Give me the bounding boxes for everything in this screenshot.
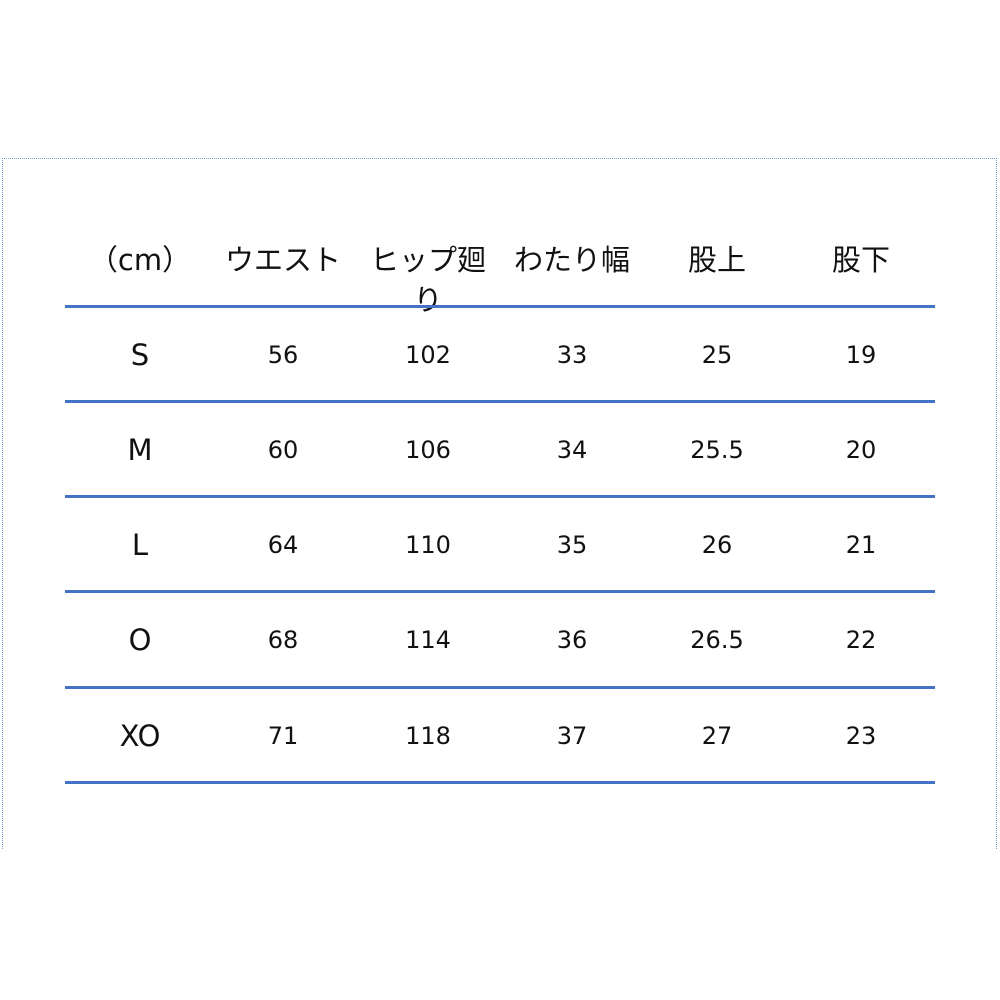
table-cell: 106 <box>405 436 451 464</box>
table-cell: 25.5 <box>690 436 744 464</box>
table-cell: 118 <box>405 722 451 750</box>
row-divider <box>65 781 935 784</box>
column-header: 股下 <box>831 243 890 277</box>
table-cell: 36 <box>556 626 588 654</box>
table-cell: 25 <box>701 341 733 369</box>
table-cell: 26 <box>701 531 733 559</box>
table-cell: 19 <box>845 341 877 369</box>
column-header: ヒップ廻り <box>369 243 486 317</box>
table-cell: 26.5 <box>690 626 744 654</box>
table-cell: 35 <box>556 531 588 559</box>
column-header: ウエスト <box>224 243 341 277</box>
table-cell: 64 <box>267 531 299 559</box>
table-cell: 60 <box>267 436 299 464</box>
row-divider <box>65 495 935 498</box>
table-cell: 21 <box>845 531 877 559</box>
row-divider <box>65 686 935 689</box>
table-frame <box>2 158 997 849</box>
size-label: O <box>128 623 152 657</box>
row-divider <box>65 305 935 308</box>
table-cell: 20 <box>845 436 877 464</box>
column-header: 股上 <box>687 243 746 277</box>
table-cell: 22 <box>845 626 877 654</box>
table-cell: 27 <box>701 722 733 750</box>
table-cell: 33 <box>556 341 588 369</box>
table-cell: 102 <box>405 341 451 369</box>
table-cell: 56 <box>267 341 299 369</box>
table-cell: 37 <box>556 722 588 750</box>
row-divider <box>65 400 935 403</box>
size-label: L <box>131 528 149 562</box>
table-cell: 68 <box>267 626 299 654</box>
table-cell: 34 <box>556 436 588 464</box>
column-header: わたり幅 <box>513 243 630 277</box>
column-header: （cm） <box>88 243 192 277</box>
table-cell: 71 <box>267 722 299 750</box>
size-label: XO <box>119 719 161 753</box>
table-cell: 114 <box>405 626 451 654</box>
table-cell: 23 <box>845 722 877 750</box>
row-divider <box>65 590 935 593</box>
size-label: S <box>130 338 150 372</box>
size-label: M <box>127 433 153 467</box>
table-cell: 110 <box>405 531 451 559</box>
